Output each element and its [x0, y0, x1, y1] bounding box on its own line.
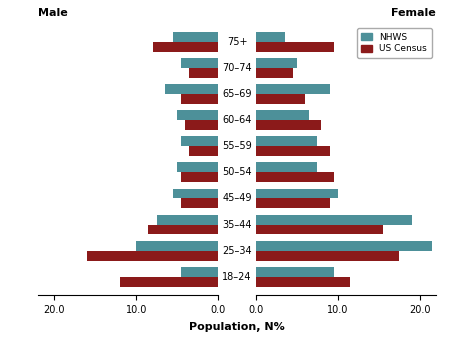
Bar — [190, 68, 218, 78]
Bar — [181, 136, 218, 146]
Bar — [153, 42, 218, 52]
Bar — [173, 32, 218, 42]
Text: 25–34: 25–34 — [222, 245, 252, 256]
Bar — [173, 188, 218, 198]
Bar — [87, 251, 218, 260]
Bar — [256, 94, 305, 104]
Bar — [136, 241, 218, 251]
Bar — [256, 32, 284, 42]
Bar — [256, 198, 329, 208]
Bar — [256, 277, 350, 286]
Text: 50–54: 50–54 — [222, 167, 252, 177]
Bar — [256, 120, 321, 130]
Text: Female: Female — [392, 8, 436, 18]
Bar — [181, 172, 218, 182]
Text: 75+: 75+ — [227, 37, 247, 47]
Text: 18–24: 18–24 — [222, 272, 252, 282]
Bar — [256, 224, 383, 235]
Bar — [256, 251, 399, 260]
Bar — [256, 267, 334, 277]
Text: 35–44: 35–44 — [222, 220, 252, 230]
Legend: NHWS, US Census: NHWS, US Census — [357, 28, 431, 58]
Bar — [256, 42, 334, 52]
Bar — [190, 146, 218, 156]
Bar — [181, 267, 218, 277]
Text: Population, N%: Population, N% — [189, 322, 285, 332]
Bar — [256, 136, 318, 146]
Bar — [165, 84, 218, 94]
Bar — [256, 84, 329, 94]
Text: Male: Male — [38, 8, 68, 18]
Text: 70–74: 70–74 — [222, 63, 252, 73]
Text: 60–64: 60–64 — [222, 115, 252, 125]
Bar — [181, 94, 218, 104]
Bar — [256, 110, 309, 120]
Bar — [120, 277, 218, 286]
Bar — [185, 120, 218, 130]
Bar — [181, 198, 218, 208]
Bar — [177, 110, 218, 120]
Bar — [256, 68, 293, 78]
Bar — [156, 215, 218, 224]
Text: 65–69: 65–69 — [222, 89, 252, 99]
Bar — [256, 215, 411, 224]
Bar — [256, 172, 334, 182]
Bar — [148, 224, 218, 235]
Text: 45–49: 45–49 — [222, 194, 252, 203]
Bar — [256, 162, 318, 172]
Bar — [256, 58, 297, 68]
Bar — [177, 162, 218, 172]
Bar — [256, 241, 432, 251]
Bar — [181, 58, 218, 68]
Bar — [256, 146, 329, 156]
Text: 55–59: 55–59 — [222, 141, 252, 151]
Bar — [256, 188, 338, 198]
